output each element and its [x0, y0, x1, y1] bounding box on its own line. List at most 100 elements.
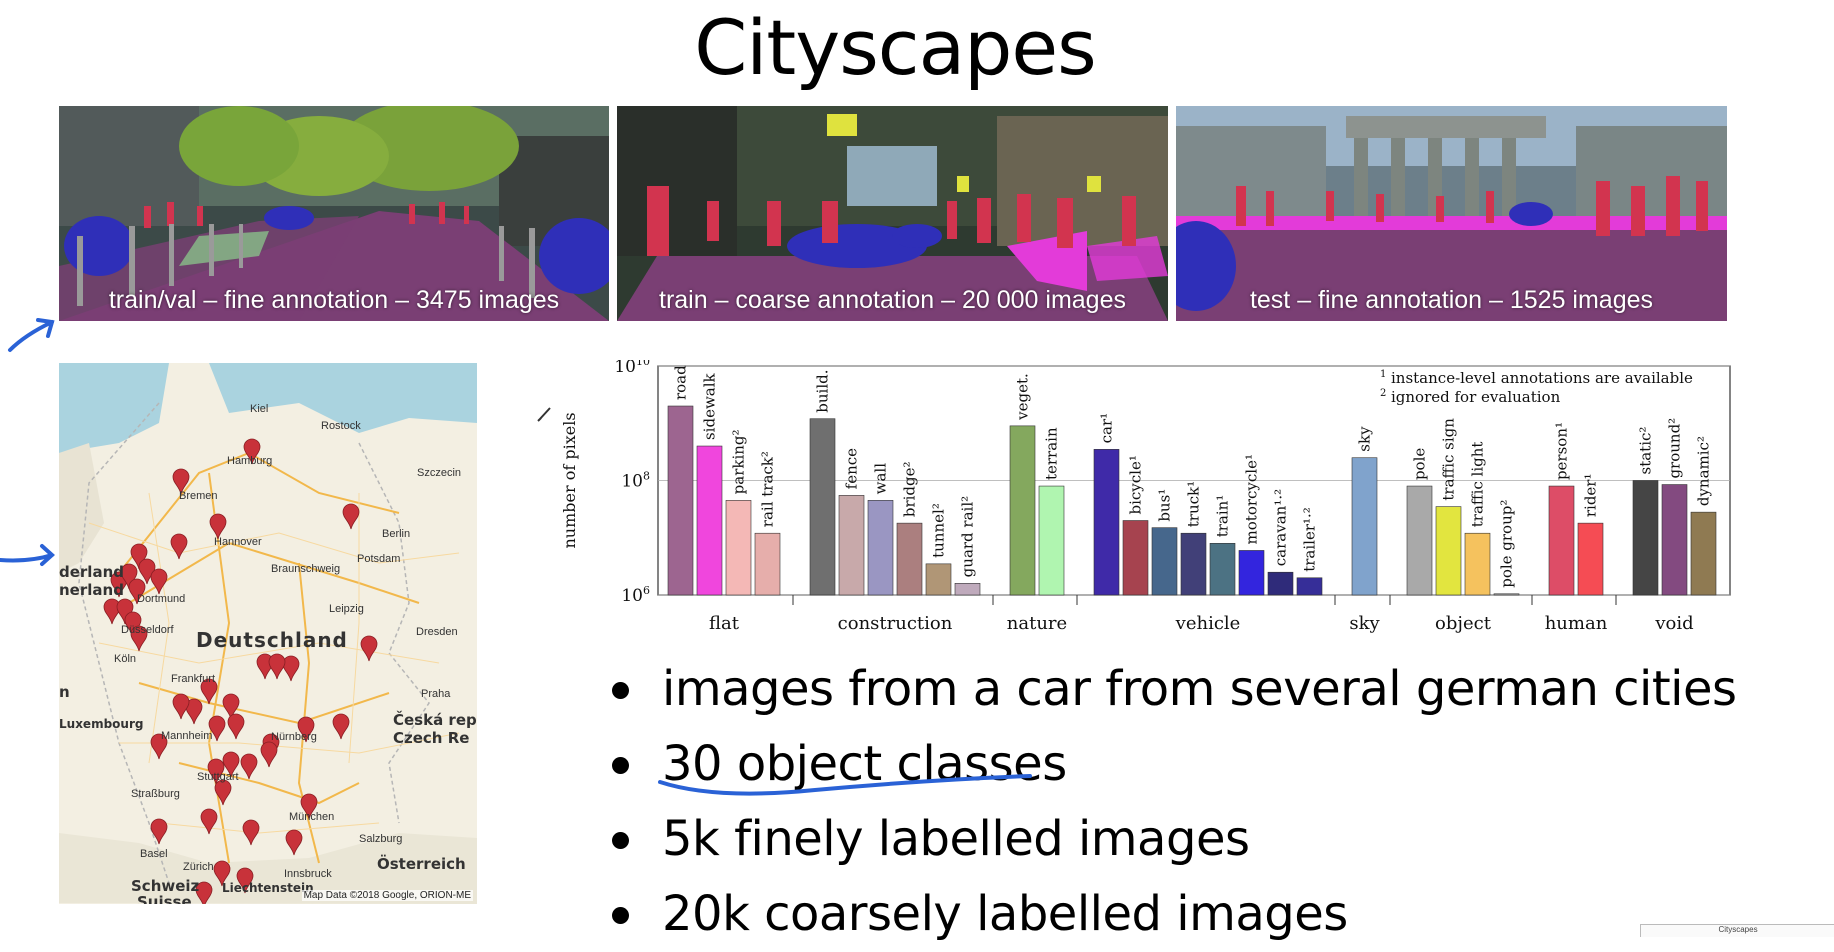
group-label: construction	[838, 613, 953, 634]
bar-label: parking²	[730, 429, 748, 494]
bar	[1435, 506, 1462, 596]
map-label-schweiz: Schweiz	[131, 877, 200, 895]
bullet-text: 20k coarsely labelled images	[662, 886, 1348, 942]
map-pin-icon[interactable]	[342, 503, 360, 530]
map-pin-icon[interactable]	[172, 693, 190, 720]
map-label-innsbruck: Innsbruck	[284, 868, 332, 880]
map-pin-icon[interactable]	[213, 860, 231, 887]
map-pin-icon[interactable]	[332, 713, 350, 740]
bar-label: bicycle¹	[1127, 455, 1145, 514]
bullet-dot	[612, 757, 629, 774]
map-pin-icon[interactable]	[209, 513, 227, 540]
bar-label: traffic light	[1469, 442, 1487, 528]
map-label-deutschland: Deutschland	[196, 628, 348, 652]
map-pin-icon[interactable]	[360, 635, 378, 662]
bar	[896, 522, 923, 596]
bar-label: bridge²	[901, 461, 919, 517]
map-label-hamburg: Hamburg	[227, 455, 273, 467]
bar	[696, 445, 723, 596]
bullet-dot	[612, 832, 629, 849]
map-pin-icon[interactable]	[172, 468, 190, 495]
bar-label: guard rail²	[959, 496, 977, 577]
map-pin-icon[interactable]	[300, 793, 318, 820]
bar	[1038, 485, 1065, 596]
bar	[667, 405, 694, 596]
bar-label: tunnel²	[930, 503, 948, 558]
pixel-count-chart: 106 108 1010 number of pixels road sidewalk pa…	[560, 360, 1731, 634]
legend-note-marker: 1	[1380, 369, 1386, 380]
map-label-hannover: Hannover	[214, 536, 262, 548]
map-pin-icon[interactable]	[170, 533, 188, 560]
bar-label: dynamic²	[1695, 436, 1713, 506]
bar	[1690, 511, 1717, 596]
map-pin-icon[interactable]	[150, 818, 168, 845]
bar	[1267, 571, 1294, 596]
map-pin-icon[interactable]	[130, 543, 148, 570]
map-label-nuernberg: Nürnberg	[271, 731, 317, 743]
map-pin-icon[interactable]	[260, 741, 278, 768]
map-pin-icon[interactable]	[214, 779, 232, 806]
bar	[925, 563, 952, 596]
bar-label: rider¹	[1582, 473, 1600, 517]
map-pin-icon[interactable]	[208, 715, 226, 742]
map-pin-icon[interactable]	[222, 751, 240, 778]
map-pin-icon[interactable]	[240, 753, 258, 780]
map-pin-icon[interactable]	[207, 758, 225, 785]
map-pin-icon[interactable]	[268, 653, 286, 680]
bar-label: trailer¹·²	[1301, 507, 1319, 572]
map-pin-icon[interactable]	[236, 867, 254, 894]
map-label-dortmund: Dortmund	[137, 593, 186, 605]
map-pin-icon[interactable]	[285, 829, 303, 856]
map-label-bremen: Bremen	[179, 490, 218, 502]
map-label-czech: Czech Re	[393, 729, 470, 747]
map-label-praha: Praha	[421, 688, 451, 700]
thumbnail-tab[interactable]: Cityscapes	[1640, 924, 1834, 937]
bar	[1548, 485, 1575, 596]
map-pin-icon[interactable]	[243, 438, 261, 465]
map-pin-icon[interactable]	[242, 819, 260, 846]
photo-test-fine: test – fine annotation – 1525 images	[1176, 106, 1727, 321]
bar	[1296, 577, 1323, 596]
street-scene-fine	[59, 106, 609, 321]
map-label-liechtenstein: Liechtenstein	[222, 881, 314, 895]
map-label-rostock: Rostock	[321, 420, 361, 432]
map-pin-icon[interactable]	[150, 568, 168, 595]
map-label-braunschweig: Braunschweig	[271, 563, 341, 575]
map-label-strassburg: Straßburg	[131, 788, 180, 800]
bar-label: car¹	[1098, 413, 1116, 444]
bullet-dot	[612, 907, 629, 924]
map-pin-icon[interactable]	[150, 733, 168, 760]
map-pin-icon[interactable]	[195, 881, 213, 904]
map-pin-icon[interactable]	[120, 563, 138, 590]
legend-note-marker: 2	[1380, 388, 1386, 399]
y-tick-label: 1010	[614, 360, 650, 377]
map-pin-icon[interactable]	[103, 598, 121, 625]
map-pin-icon[interactable]	[297, 716, 315, 743]
map-label-berlin: Berlin	[382, 528, 411, 540]
y-tick-label: 106	[621, 584, 650, 606]
bar-label: sidewalk	[701, 372, 719, 440]
bar	[1406, 485, 1433, 596]
map-pin-icon[interactable]	[200, 808, 218, 835]
bar-label: road	[672, 365, 690, 400]
slide-title: Cityscapes	[694, 3, 1097, 92]
bar-label: pole	[1411, 448, 1429, 480]
map-pin-icon[interactable]	[185, 698, 203, 725]
map-pin-icon[interactable]	[227, 713, 245, 740]
map-pin-icon[interactable]	[130, 625, 148, 652]
photo-train-val-fine: train/val – fine annotation – 3475 image…	[59, 106, 609, 321]
bar-label: sky	[1356, 426, 1374, 452]
bar	[838, 495, 865, 596]
map-pin-icon[interactable]	[222, 693, 240, 720]
map-label-basel: Basel	[140, 848, 168, 860]
map-label-frankfurt: Frankfurt	[171, 673, 216, 685]
bar-label: static²	[1637, 427, 1655, 475]
bar	[1577, 522, 1604, 596]
y-axis-label: number of pixels	[560, 412, 579, 548]
bar	[1009, 425, 1036, 596]
map-pin-icon[interactable]	[200, 678, 218, 705]
map-pin-icon[interactable]	[282, 655, 300, 682]
map-pin-icon[interactable]	[128, 578, 146, 605]
city-map[interactable]: Kiel Rostock Hamburg Bremen Szczecin Ber…	[59, 363, 477, 904]
map-label-zuerich: Zürich	[183, 861, 214, 873]
